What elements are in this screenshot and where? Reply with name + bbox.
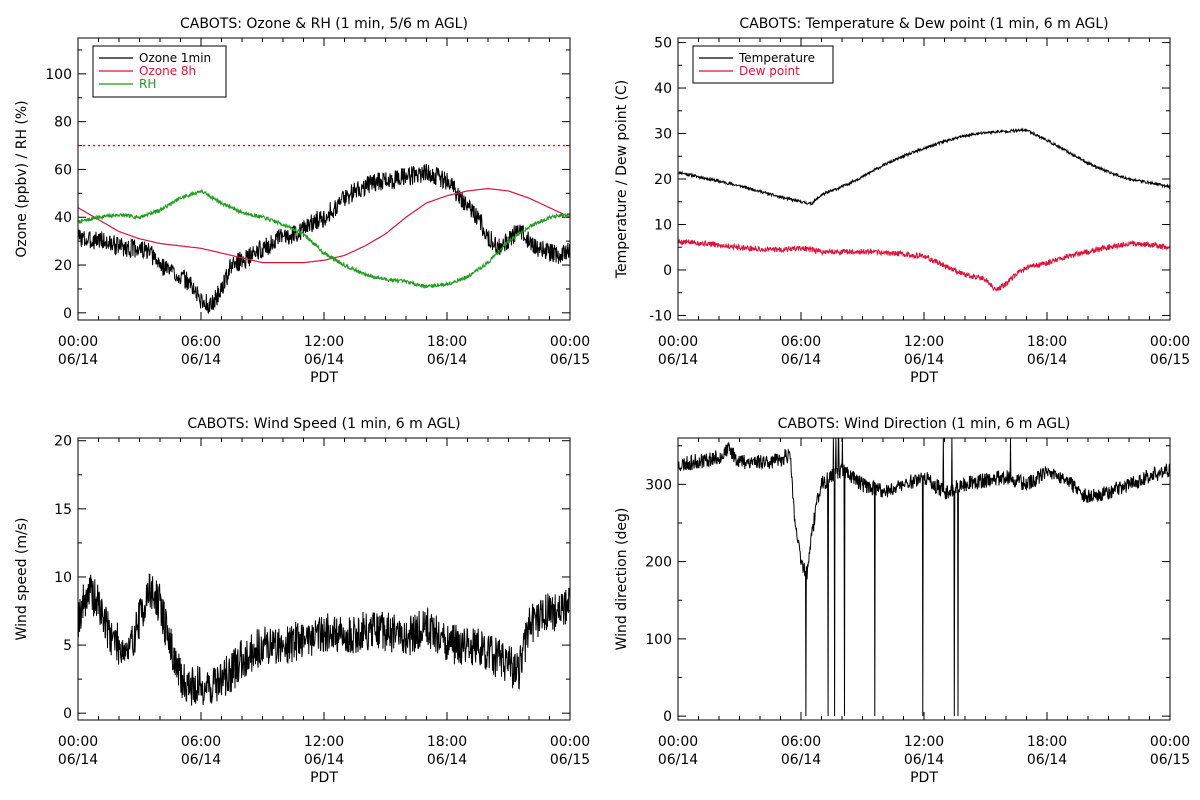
x-tick-label-time: 06:00 (181, 734, 221, 750)
series-line-0 (678, 438, 1170, 717)
y-axis-label: Wind speed (m/s) (14, 518, 30, 641)
x-axis-label: PDT (910, 370, 938, 386)
y-tick-label: 200 (645, 555, 672, 571)
y-tick-label: 100 (45, 67, 72, 83)
plot-frame (77, 437, 571, 721)
y-tick-label: 300 (645, 477, 672, 493)
y-tick-label: 0 (63, 706, 72, 722)
y-tick-label: 20 (54, 434, 72, 450)
x-tick-label-time: 06:00 (781, 334, 821, 350)
y-tick-label: 0 (663, 709, 672, 725)
y-axis-label: Temperature / Dew point (C) (614, 80, 630, 279)
legend-entry: RH (139, 77, 156, 91)
series-line-1 (678, 238, 1170, 292)
x-tick-label-time: 00:00 (658, 734, 698, 750)
x-axis-label: PDT (910, 770, 938, 786)
y-axis-label: Ozone (ppbv) / RH (%) (14, 100, 30, 257)
y-tick-label: 15 (54, 502, 72, 518)
x-tick-label-date: 06/14 (904, 752, 944, 768)
x-tick-label-date: 06/14 (904, 352, 944, 368)
series-line-0 (678, 127, 1170, 206)
plot-frame (677, 437, 1171, 721)
x-tick-label-date: 06/14 (781, 352, 821, 368)
legend-entry: Ozone 1min (139, 51, 211, 65)
x-tick-label-time: 00:00 (658, 334, 698, 350)
chart-title: CABOTS: Wind Direction (1 min, 6 m AGL) (778, 416, 1071, 432)
legend-entry: Dew point (739, 64, 800, 78)
x-tick-label-date: 06/14 (1027, 752, 1067, 768)
series-line-1 (78, 187, 570, 264)
x-tick-label-date: 06/14 (181, 752, 221, 768)
x-tick-label-date: 06/14 (658, 752, 698, 768)
x-tick-label-date: 06/14 (58, 752, 98, 768)
x-tick-label-time: 12:00 (904, 334, 944, 350)
x-tick-label-time: 12:00 (304, 734, 344, 750)
plot-frame (77, 37, 571, 321)
x-tick-label-time: 12:00 (904, 734, 944, 750)
y-tick-label: 5 (63, 638, 72, 654)
x-tick-label-date: 06/15 (1150, 352, 1190, 368)
series-line-2 (78, 188, 570, 290)
x-tick-label-date: 06/15 (550, 752, 590, 768)
panel-temp_dew: CABOTS: Temperature & Dew point (1 min, … (614, 16, 1190, 386)
y-tick-label: 100 (645, 632, 672, 648)
x-tick-label-date: 06/14 (181, 352, 221, 368)
y-tick-label: 0 (63, 306, 72, 322)
y-tick-label: 60 (54, 162, 72, 178)
x-tick-label-time: 00:00 (550, 334, 590, 350)
panel-wind_speed: CABOTS: Wind Speed (1 min, 6 m AGL) Wind … (14, 416, 590, 786)
y-tick-label: 0 (663, 263, 672, 279)
y-tick-label: 20 (654, 172, 672, 188)
x-tick-label-time: 00:00 (550, 734, 590, 750)
x-tick-label-date: 06/14 (58, 352, 98, 368)
x-tick-label-time: 18:00 (427, 334, 467, 350)
y-axis-label: Wind direction (deg) (614, 508, 630, 651)
x-tick-label-date: 06/14 (304, 752, 344, 768)
y-tick-label: 10 (654, 217, 672, 233)
x-tick-label-time: 12:00 (304, 334, 344, 350)
x-tick-label-date: 06/14 (1027, 352, 1067, 368)
x-tick-label-date: 06/14 (304, 352, 344, 368)
x-axis-label: PDT (310, 370, 338, 386)
legend-entry: Temperature (738, 51, 815, 65)
y-tick-label: 80 (54, 115, 72, 131)
y-tick-label: 40 (54, 210, 72, 226)
x-tick-label-date: 06/14 (781, 752, 821, 768)
x-tick-label-time: 00:00 (1150, 334, 1190, 350)
series-line-0 (78, 163, 570, 315)
x-tick-label-date: 06/14 (427, 752, 467, 768)
legend-box (692, 45, 834, 84)
x-tick-label-date: 06/14 (427, 352, 467, 368)
y-tick-label: -10 (649, 308, 672, 324)
x-tick-label-date: 06/14 (658, 352, 698, 368)
chart-title: CABOTS: Ozone & RH (1 min, 5/6 m AGL) (180, 16, 468, 32)
panel-wind_dir: CABOTS: Wind Direction (1 min, 6 m AGL) W… (614, 416, 1190, 786)
legend-entry: Ozone 8h (139, 64, 196, 78)
chart-title: CABOTS: Temperature & Dew point (1 min, … (739, 16, 1108, 32)
x-axis-label: PDT (310, 770, 338, 786)
x-tick-label-time: 00:00 (1150, 734, 1190, 750)
series-line-0 (78, 573, 570, 706)
x-tick-label-time: 18:00 (1027, 734, 1067, 750)
y-tick-label: 10 (54, 570, 72, 586)
x-tick-label-time: 00:00 (58, 334, 98, 350)
y-tick-label: 30 (654, 127, 672, 143)
x-tick-label-time: 18:00 (1027, 334, 1067, 350)
y-tick-label: 20 (54, 258, 72, 274)
x-tick-label-date: 06/15 (1150, 752, 1190, 768)
y-tick-label: 50 (654, 36, 672, 52)
panel-ozone_rh: CABOTS: Ozone & RH (1 min, 5/6 m AGL) Ozo… (14, 16, 590, 386)
y-tick-label: 40 (654, 81, 672, 97)
x-tick-label-time: 18:00 (427, 734, 467, 750)
x-tick-label-time: 00:00 (58, 734, 98, 750)
x-tick-label-time: 06:00 (181, 334, 221, 350)
plot-frame (677, 37, 1171, 321)
chart-title: CABOTS: Wind Speed (1 min, 6 m AGL) (187, 416, 460, 432)
x-tick-label-time: 06:00 (781, 734, 821, 750)
x-tick-label-date: 06/15 (550, 352, 590, 368)
